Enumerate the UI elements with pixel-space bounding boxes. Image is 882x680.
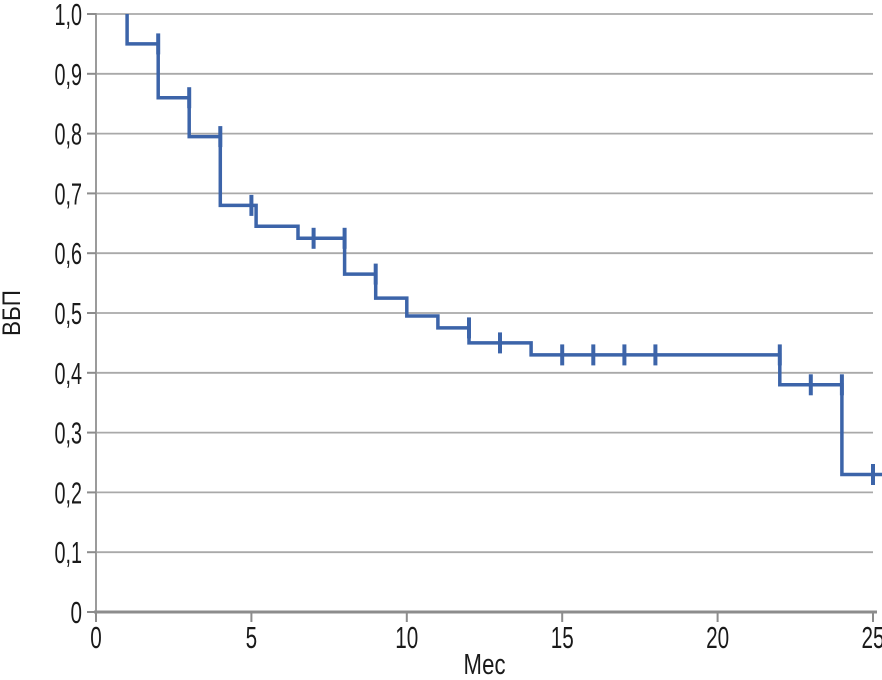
y-tick-label: 0,5 (55, 296, 83, 331)
y-tick-label: 0,3 (55, 416, 83, 451)
x-tick-label: 10 (395, 620, 418, 655)
x-tick-label: 25 (862, 620, 882, 655)
y-tick-label: 0 (71, 595, 83, 630)
x-tick-label: 5 (246, 620, 258, 655)
x-tick-label: 20 (706, 620, 729, 655)
x-tick-label: 15 (551, 620, 574, 655)
km-curve (125, 14, 882, 477)
x-tick-label: 0 (90, 620, 102, 655)
y-tick-label: 0,2 (55, 475, 83, 510)
y-tick-label: 1,0 (55, 0, 83, 32)
y-tick-label: 0,8 (55, 117, 83, 152)
y-tick-label: 0,4 (55, 356, 83, 391)
y-axis-title: ВБП (0, 290, 26, 336)
x-axis-title: Мес (464, 649, 506, 680)
y-tick-label: 0,6 (55, 236, 83, 271)
y-tick-label: 0,9 (55, 57, 83, 92)
y-tick-label: 0,7 (55, 176, 83, 211)
y-tick-label: 0,1 (55, 535, 83, 570)
